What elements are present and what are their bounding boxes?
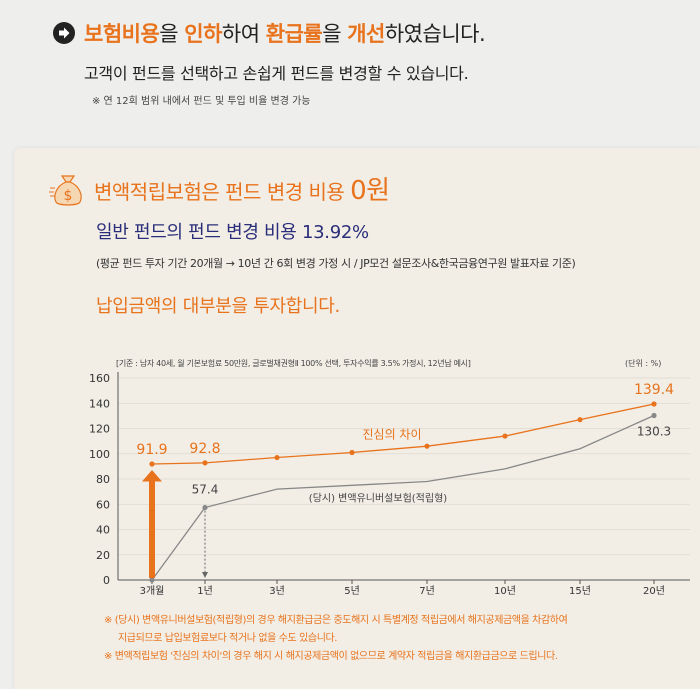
line-chart: 0 20 40 60 80 100 120 140 160 3개월 1년 3년 5년 7년 10년 15년 20… bbox=[89, 372, 690, 597]
headline-part: 을 bbox=[159, 22, 185, 46]
panel-heading-2: 납입금액의 대부분을 투자합니다. bbox=[96, 296, 340, 317]
svg-text:$: $ bbox=[64, 188, 73, 204]
y-tick-label: 40 bbox=[96, 524, 110, 537]
data-point bbox=[577, 417, 583, 423]
chart-assumption: [기준 : 남자 40세, 월 기본보험료 50만원, 글로벌채권형Ⅱ 100%… bbox=[116, 359, 471, 368]
data-point bbox=[274, 454, 280, 461]
x-tick-label: 1년 bbox=[197, 585, 213, 597]
y-tick-label: 160 bbox=[89, 372, 110, 385]
footnote-3: ※ 변액적립보험 '진심의 차이'의 경우 해지 시 해지공제금액이 없으므로 … bbox=[104, 651, 558, 662]
headline-part: 하여 bbox=[221, 22, 266, 46]
data-point bbox=[502, 433, 508, 439]
header: 보험비용을 인하하여 환급률을 개선하였습니다. 고객이 펀드를 선택하고 손쉽… bbox=[0, 0, 700, 140]
y-tick-label: 80 bbox=[96, 473, 110, 486]
headline-part: 환급률 bbox=[265, 22, 323, 46]
x-tick-label: 15년 bbox=[569, 585, 591, 597]
data-label: 130.3 bbox=[637, 424, 671, 438]
orange-series-label: 진심의 차이 bbox=[362, 428, 421, 442]
up-arrow-icon bbox=[142, 469, 162, 578]
series-line-1 bbox=[151, 414, 655, 581]
y-tick-label: 60 bbox=[96, 498, 110, 511]
data-point bbox=[651, 412, 657, 419]
x-tick-label: 10년 bbox=[494, 585, 516, 597]
data-point bbox=[202, 460, 208, 466]
data-point bbox=[349, 449, 355, 456]
footnotes: ※ (당시) 변액유니버설보험(적립형)의 경우 해지환급금은 중도해지 시 특… bbox=[104, 612, 684, 666]
footnote-1: ※ (당시) 변액유니버설보험(적립형)의 경우 해지환급금은 중도해지 시 특… bbox=[104, 615, 568, 626]
headline-part: 인하 bbox=[184, 22, 222, 46]
chart-unit: (단위 : %) bbox=[625, 359, 662, 368]
data-label: 91.9 bbox=[136, 442, 167, 458]
money-bag-icon: $ bbox=[49, 175, 82, 206]
headline: 보험비용을 인하하여 환급률을 개선하였습니다. bbox=[84, 18, 486, 48]
footnote-2: 지급되므로 납입보험료보다 적거나 없을 수도 있습니다. bbox=[118, 633, 338, 644]
data-label: 92.8 bbox=[189, 441, 220, 457]
data-point bbox=[424, 443, 430, 449]
panel-note: (평균 펀드 투자 기간 20개월 → 10년 간 6회 변경 가정 시 / J… bbox=[96, 257, 576, 270]
data-label: 139.4 bbox=[634, 382, 674, 398]
data-point bbox=[651, 401, 657, 407]
headline-part: 하였습니다. bbox=[384, 22, 486, 46]
y-tick-label: 100 bbox=[89, 448, 110, 461]
gray-series-label: (당시) 변액유니버설보험(적립형) bbox=[309, 492, 447, 505]
y-tick-label: 120 bbox=[89, 423, 110, 436]
y-tick-label: 0 bbox=[103, 574, 110, 587]
y-tick-label: 20 bbox=[96, 549, 110, 562]
data-point bbox=[149, 461, 155, 467]
x-tick-label: 20년 bbox=[643, 585, 665, 597]
data-point bbox=[202, 504, 208, 511]
header-subline: 고객이 펀드를 선택하고 손쉽게 펀드를 변경할 수 있습니다. bbox=[84, 64, 469, 83]
x-tick-label: 5년 bbox=[344, 585, 360, 597]
arrow-right-icon bbox=[53, 22, 75, 44]
panel-title: 변액적립보험은 펀드 변경 비용 0원 bbox=[94, 170, 390, 207]
headline-row: 보험비용을 인하하여 환급률을 개선하였습니다. bbox=[52, 18, 486, 48]
series-line-0 bbox=[151, 403, 655, 465]
header-note: ※ 연 12회 범위 내에서 펀드 및 투입 비율 변경 가능 bbox=[92, 96, 311, 107]
down-arrow-icon bbox=[202, 572, 208, 578]
headline-part: 을 bbox=[322, 22, 348, 46]
data-label: 57.4 bbox=[192, 483, 219, 497]
x-tick-label: 7년 bbox=[419, 585, 435, 597]
panel-title-value: 0원 bbox=[350, 176, 390, 206]
x-tick-label: 3개월 bbox=[140, 585, 165, 597]
headline-part: 보험비용 bbox=[84, 22, 160, 46]
panel-subtitle: 일반 펀드의 펀드 변경 비용 13.92% bbox=[96, 222, 369, 243]
panel-title-prefix: 변액적립보험은 펀드 변경 비용 bbox=[94, 180, 351, 204]
x-tick-label: 3년 bbox=[269, 585, 285, 597]
data-point bbox=[149, 577, 155, 583]
headline-part: 개선 bbox=[347, 22, 385, 46]
y-tick-label: 140 bbox=[89, 397, 110, 410]
